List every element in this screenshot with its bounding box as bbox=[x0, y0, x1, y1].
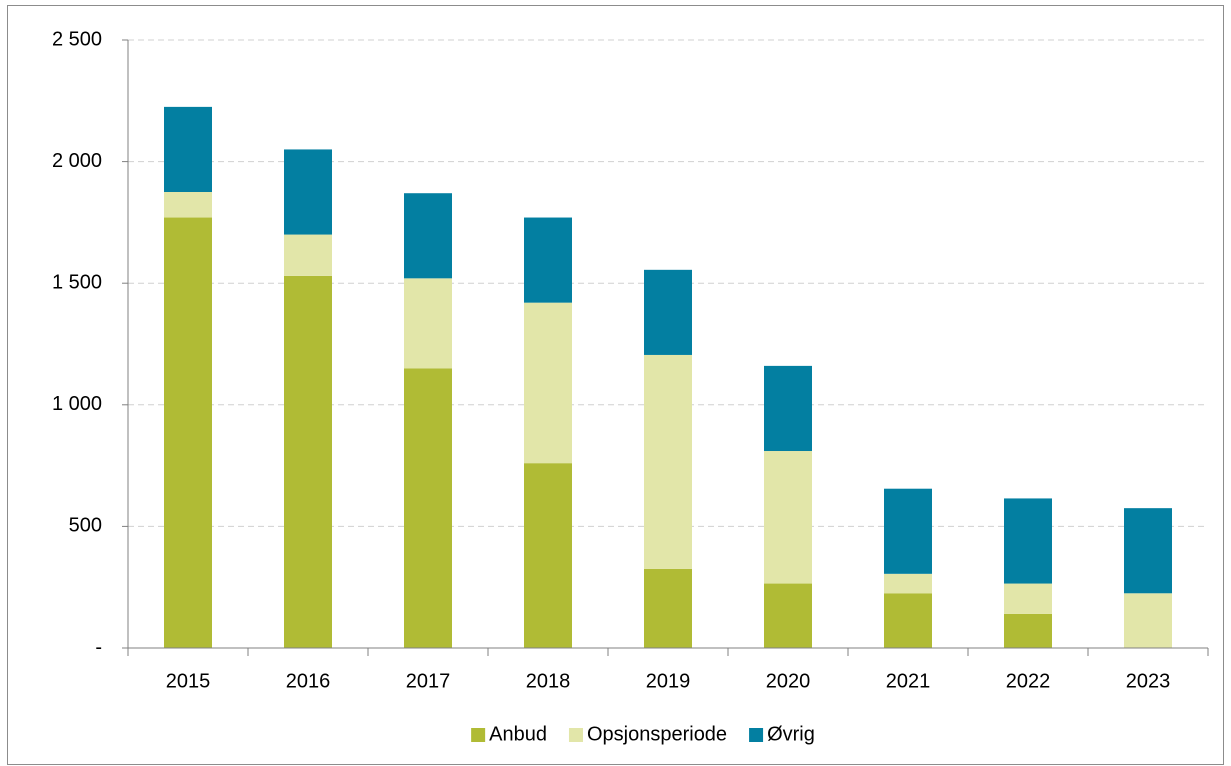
x-tick-label: 2015 bbox=[166, 670, 211, 692]
bar-segment bbox=[1124, 508, 1172, 594]
y-tick-label: 1 000 bbox=[52, 393, 102, 415]
y-tick-label: 2 000 bbox=[52, 150, 102, 172]
legend-label: Opsjonsperiode bbox=[587, 723, 727, 745]
bar-segment bbox=[884, 488, 932, 574]
bar-segment bbox=[284, 149, 332, 235]
x-tick-label: 2016 bbox=[286, 670, 331, 692]
x-tick-label: 2018 bbox=[526, 670, 571, 692]
x-tick-label: 2023 bbox=[1126, 670, 1171, 692]
bar-segment bbox=[884, 573, 932, 594]
bar-segment bbox=[764, 365, 812, 452]
bar-segment bbox=[524, 463, 572, 648]
legend-swatch bbox=[471, 728, 486, 742]
x-tick-label: 2022 bbox=[1006, 670, 1051, 692]
legend-label: Øvrig bbox=[767, 723, 815, 745]
bar-segment bbox=[404, 193, 452, 279]
bar-segment bbox=[404, 368, 452, 648]
bar-segment bbox=[644, 354, 692, 569]
bar-segment bbox=[764, 583, 812, 648]
bar-segment bbox=[164, 217, 212, 648]
bar-segment bbox=[1004, 583, 1052, 614]
legend-swatch bbox=[749, 728, 764, 742]
bar-segment bbox=[884, 593, 932, 648]
bar-segment bbox=[644, 568, 692, 648]
x-tick-label: 2017 bbox=[406, 670, 451, 692]
y-tick-label: 500 bbox=[69, 515, 102, 537]
bar-segment bbox=[644, 269, 692, 355]
bar-segment bbox=[1124, 593, 1172, 648]
y-tick-label: - bbox=[95, 636, 102, 658]
legend-label: Anbud bbox=[489, 723, 547, 745]
bar-segment bbox=[764, 451, 812, 584]
y-tick-label: 2 500 bbox=[52, 28, 102, 50]
x-tick-label: 2020 bbox=[766, 670, 811, 692]
bar-segment bbox=[1004, 498, 1052, 584]
bar-segment bbox=[284, 234, 332, 276]
bar-segment bbox=[1004, 613, 1052, 648]
y-tick-label: 1 500 bbox=[52, 271, 102, 293]
bar-segment bbox=[164, 192, 212, 218]
legend-swatch bbox=[568, 728, 583, 742]
bar-segment bbox=[284, 275, 332, 648]
bar-segment bbox=[524, 302, 572, 464]
x-tick-label: 2021 bbox=[886, 670, 931, 692]
bar-segment bbox=[164, 106, 212, 192]
x-tick-label: 2019 bbox=[646, 670, 691, 692]
bar-segment bbox=[404, 278, 452, 369]
bar-segment bbox=[524, 217, 572, 303]
